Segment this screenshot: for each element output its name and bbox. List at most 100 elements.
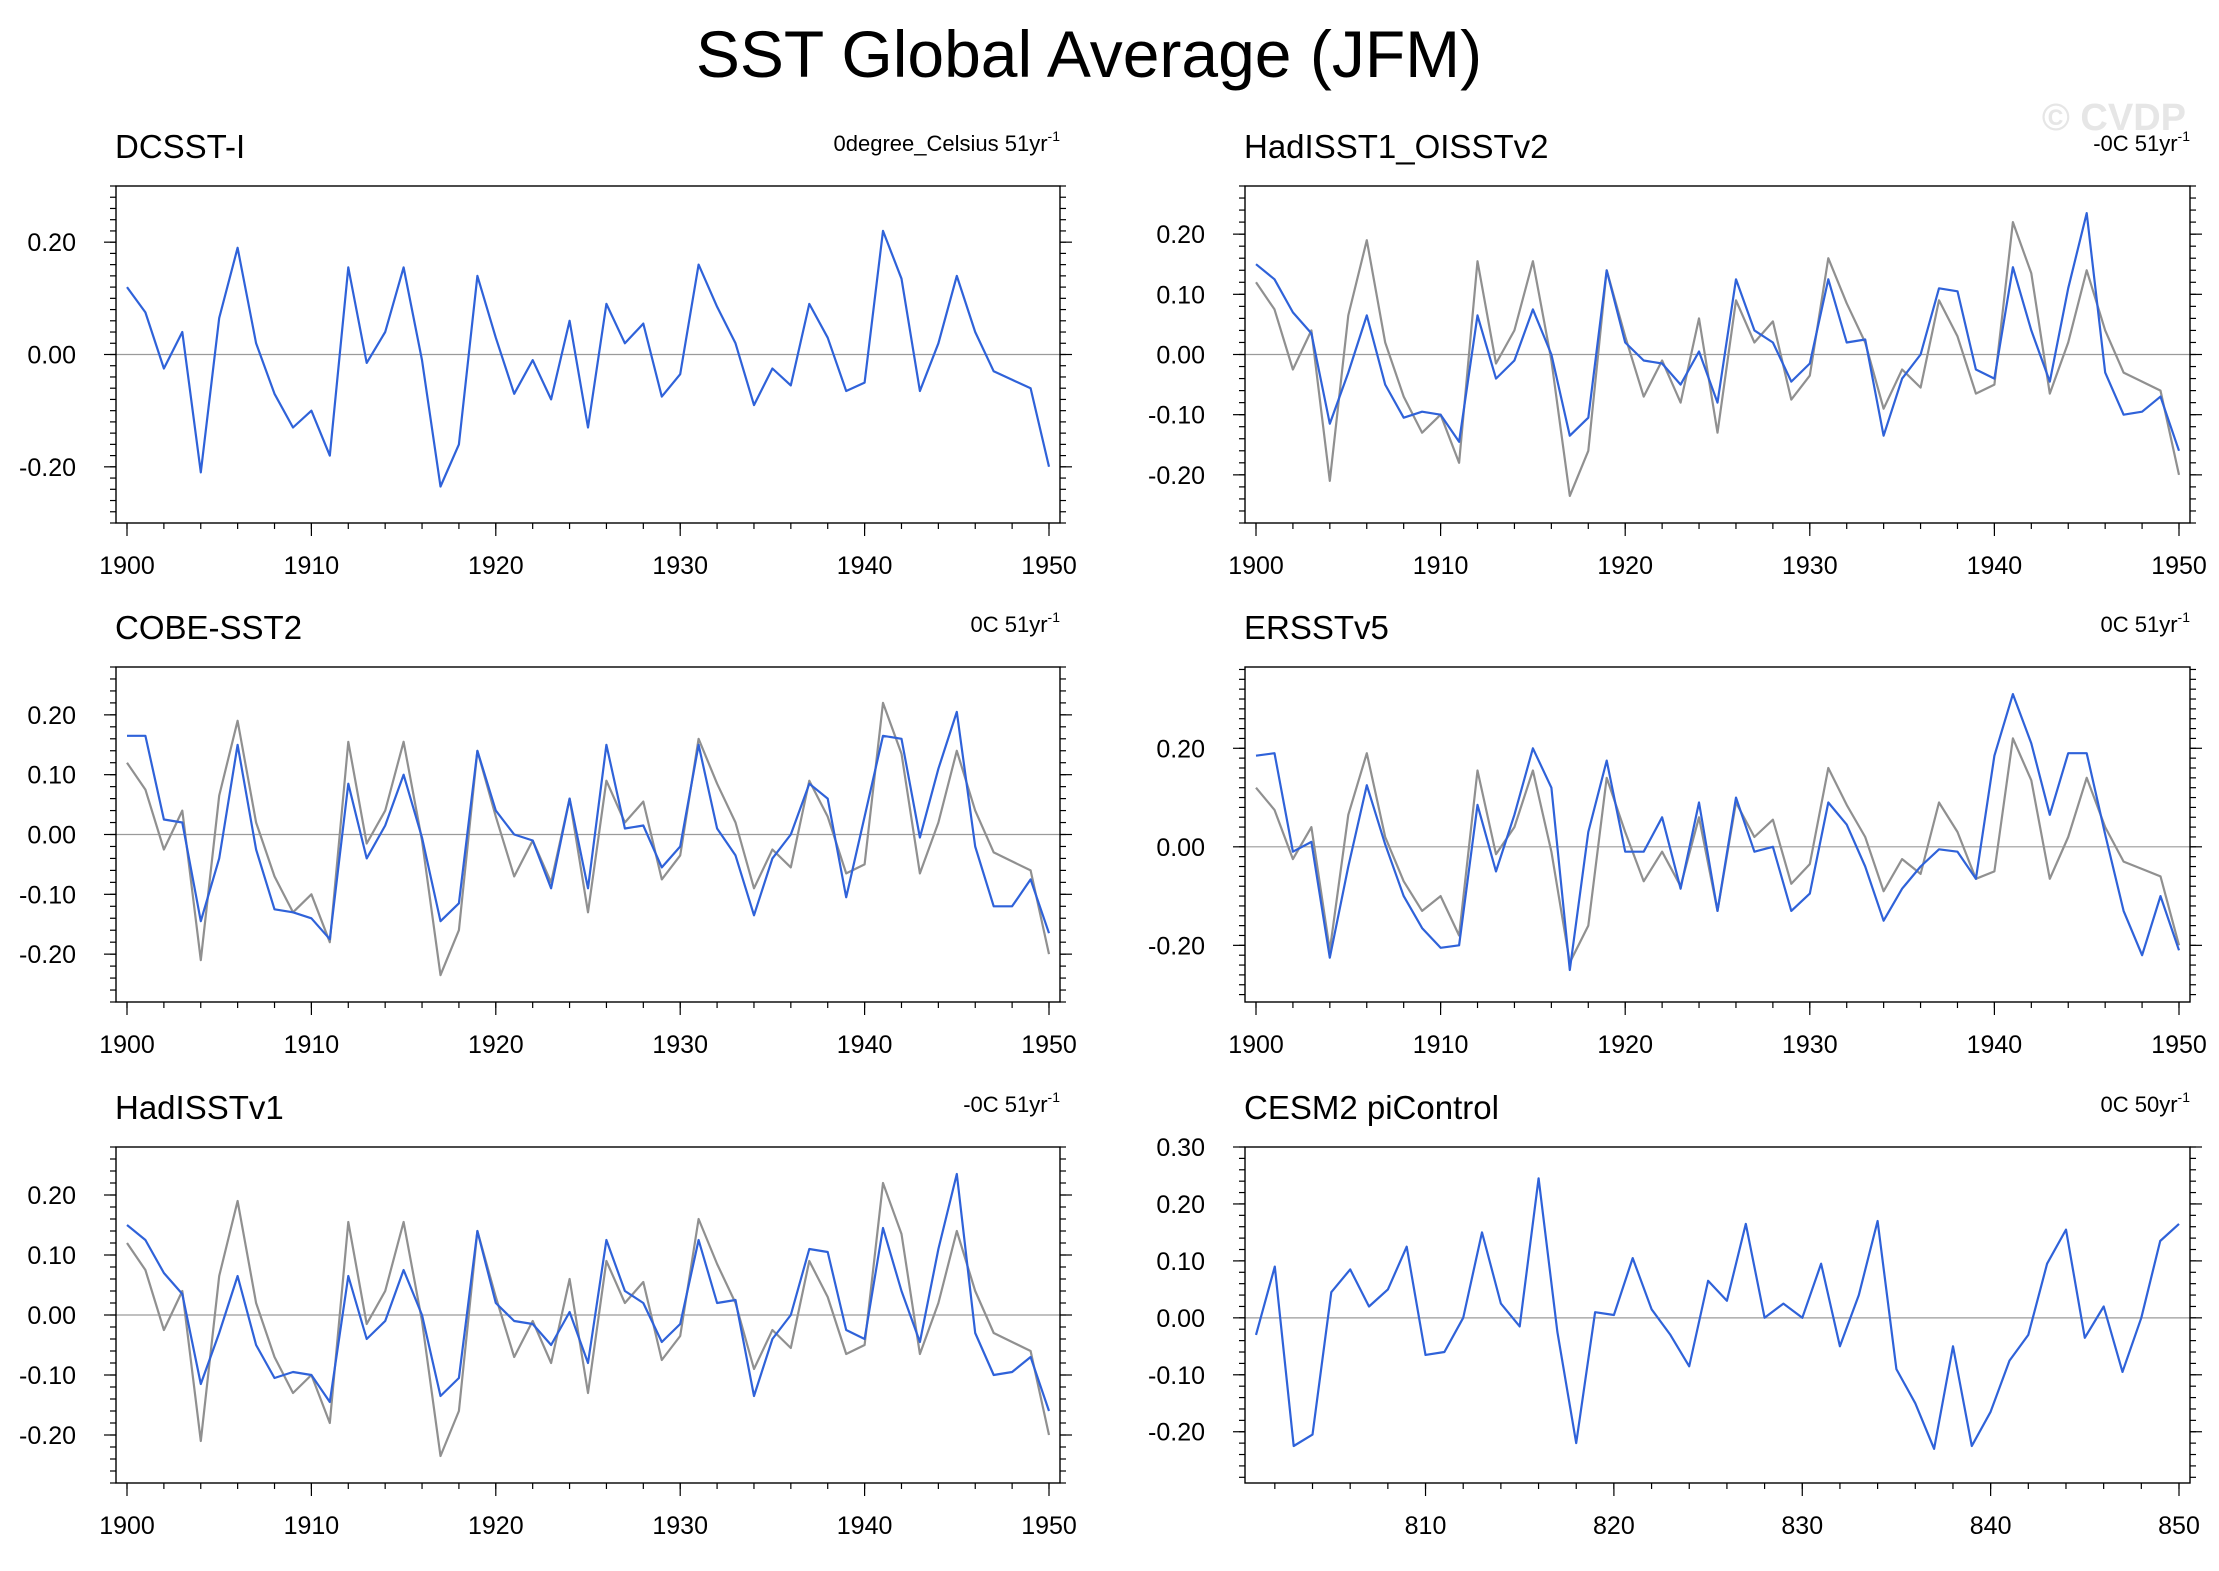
- units-label: -0C 51yr-1: [963, 1089, 1060, 1117]
- y-tick-label: 0.20: [27, 702, 76, 730]
- y-tick-label: -0.20: [1148, 462, 1205, 490]
- y-tick-label: 0.20: [1156, 221, 1205, 249]
- series-line-ersstv5: [1255, 692, 2181, 972]
- watermark: © CVDP: [2042, 97, 2186, 139]
- x-tick-label: 840: [1970, 1512, 2012, 1540]
- x-tick-label: 1920: [468, 1512, 524, 1540]
- x-tick-label: 1910: [1413, 552, 1469, 580]
- panel-title: HadISSTv1: [115, 1089, 284, 1126]
- y-tick-label: 0.10: [1156, 1248, 1205, 1276]
- reference-line-dcsst-i: [1255, 737, 2181, 964]
- y-tick-label: 0.00: [27, 1302, 76, 1330]
- panel-ersstv5: ERSSTv5 0C 51yr-1 -0.20 0.00 0.20 1900 1910 192…: [1148, 609, 2207, 1059]
- series-line-dcsst-i: [126, 229, 1051, 488]
- y-tick-label: -0.20: [19, 1422, 76, 1450]
- x-tick-label: 1950: [2151, 1031, 2207, 1059]
- x-tick-label: 1900: [99, 1512, 155, 1540]
- x-tick-label: 1930: [1782, 552, 1838, 580]
- x-tick-label: 1930: [1782, 1031, 1838, 1059]
- x-tick-label: 1920: [468, 1031, 524, 1059]
- y-tick-label: 0.20: [27, 229, 76, 257]
- units-label: 0C 50yr-1: [2101, 1089, 2191, 1117]
- panel-title: ERSSTv5: [1244, 609, 1389, 646]
- y-tick-label: 0.10: [27, 762, 76, 790]
- y-tick-label: -0.20: [1148, 932, 1205, 960]
- x-tick-label: 1920: [1597, 552, 1653, 580]
- x-tick-label: 1900: [99, 1031, 155, 1059]
- x-tick-label: 1940: [1967, 1031, 2023, 1059]
- x-tick-label: 1940: [837, 1031, 893, 1059]
- y-tick-label: 0.00: [1156, 834, 1205, 862]
- units-label: 0C 51yr-1: [971, 609, 1061, 637]
- units-superscript: -1: [2178, 609, 2191, 625]
- x-tick-label: 1940: [837, 1512, 893, 1540]
- units-text: -0C 51yr: [963, 1092, 1047, 1117]
- plot-frame: [1244, 666, 2191, 1003]
- y-tick-label: 0.20: [1156, 1191, 1205, 1219]
- x-tick-label: 1900: [1228, 1031, 1284, 1059]
- y-tick-label: -0.10: [1148, 1362, 1205, 1390]
- panel-hadisstv1: HadISSTv1 -0C 51yr-1 -0.20 -0.10 0.00 0.10 0.2…: [19, 1089, 1077, 1540]
- y-tick-label: -0.10: [1148, 402, 1205, 430]
- y-tick-label: 0.10: [1156, 281, 1205, 309]
- x-tick-label: 810: [1405, 1512, 1447, 1540]
- x-tick-label: 1900: [1228, 552, 1284, 580]
- units-superscript: -1: [1048, 1089, 1061, 1105]
- y-tick-label: 0.00: [27, 822, 76, 850]
- panel-title: COBE-SST2: [115, 609, 302, 646]
- x-tick-label: 1910: [284, 1512, 340, 1540]
- panel-title: DCSST-I: [115, 128, 245, 165]
- x-tick-label: 1920: [468, 552, 524, 580]
- units-text: 0C 51yr: [971, 612, 1048, 637]
- series-line-cesm2-picontrol: [1254, 1177, 2180, 1450]
- series-line-hadisstv1: [126, 1172, 1051, 1412]
- units-label: 0degree_Celsius 51yr-1: [834, 128, 1061, 156]
- units-superscript: -1: [1048, 609, 1061, 625]
- y-tick-label: 0.10: [27, 1242, 76, 1270]
- x-tick-label: 850: [2158, 1512, 2200, 1540]
- x-tick-label: 830: [1781, 1512, 1823, 1540]
- reference-line-dcsst-i: [126, 701, 1051, 977]
- panel-hadisst1-oisstv2: HadISST1_OISSTv2 -0C 51yr-1 -0.20 -0.10 0.00…: [1148, 128, 2207, 580]
- x-tick-label: 1950: [1021, 1031, 1077, 1059]
- y-tick-label: 0.00: [27, 342, 76, 370]
- plot-frame: [1244, 1146, 2191, 1484]
- x-tick-label: 1940: [837, 552, 893, 580]
- series-line-cobe-sst2: [127, 710, 1051, 941]
- y-tick-label: 0.20: [1156, 735, 1205, 763]
- units-superscript: -1: [2178, 1089, 2191, 1105]
- units-label: -0C 51yr-1: [2093, 128, 2190, 156]
- x-tick-label: 1950: [1021, 552, 1077, 580]
- units-superscript: -1: [1048, 128, 1061, 144]
- y-tick-label: -0.20: [19, 454, 76, 482]
- x-tick-label: 1940: [1967, 552, 2023, 580]
- x-tick-label: 1930: [652, 1512, 708, 1540]
- x-tick-label: 1930: [652, 552, 708, 580]
- x-tick-label: 1950: [1021, 1512, 1077, 1540]
- x-tick-label: 1910: [284, 552, 340, 580]
- units-text: -0C 51yr: [2093, 131, 2177, 156]
- panel-title: HadISST1_OISSTv2: [1244, 128, 1548, 165]
- panel-cobe-sst2: COBE-SST2 0C 51yr-1 -0.20 -0.10 0.00 0.10 0.20…: [19, 609, 1077, 1059]
- y-tick-label: -0.10: [19, 1362, 76, 1390]
- units-label: 0C 51yr-1: [2101, 609, 2191, 637]
- y-tick-label: 0.30: [1156, 1134, 1205, 1162]
- panel-cesm2-picontrol: CESM2 piControl 0C 50yr-1 -0.20 -0.10 0.00 0.…: [1148, 1089, 2202, 1540]
- x-tick-label: 1920: [1597, 1031, 1653, 1059]
- y-tick-label: -0.10: [19, 881, 76, 909]
- units-text: 0degree_Celsius 51yr: [834, 131, 1048, 156]
- units-text: 0C 50yr: [2101, 1092, 2178, 1117]
- x-tick-label: 1930: [652, 1031, 708, 1059]
- y-tick-label: 0.20: [27, 1182, 76, 1210]
- x-tick-label: 1910: [1413, 1031, 1469, 1059]
- panel-grid: DCSST-I 0degree_Celsius 51yr-1-0.200.000.…: [19, 128, 2207, 1540]
- x-tick-label: 1950: [2151, 552, 2207, 580]
- series-line-hadisst1-oisstv2: [1255, 212, 2181, 452]
- x-tick-label: 820: [1593, 1512, 1635, 1540]
- y-tick-label: -0.20: [1148, 1419, 1205, 1447]
- y-tick-label: -0.20: [19, 941, 76, 969]
- units-superscript: -1: [2178, 128, 2191, 144]
- reference-line-dcsst-i: [126, 1181, 1051, 1458]
- figure-title: SST Global Average (JFM): [696, 17, 1482, 91]
